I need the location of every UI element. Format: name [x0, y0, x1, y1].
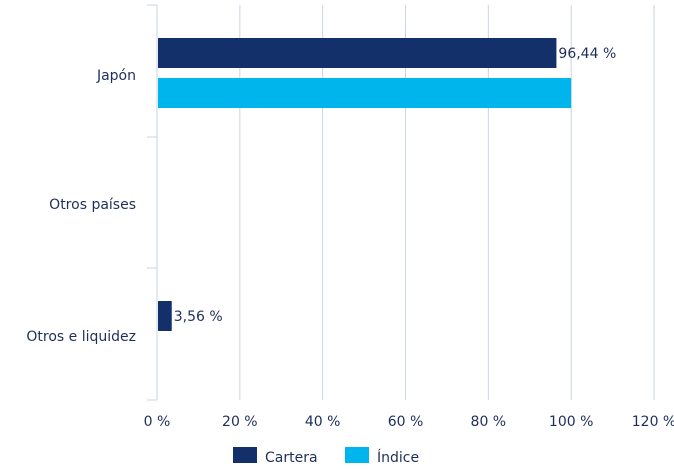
legend-swatch-indice	[345, 447, 369, 463]
bars	[158, 38, 572, 331]
bar-cartera-0	[158, 38, 557, 68]
legend-label-cartera: Cartera	[265, 450, 318, 466]
x-tick-label: 80 %	[471, 414, 507, 430]
x-tick-label: 40 %	[305, 414, 341, 430]
data-labels: 96,44 % 3,56 %	[174, 46, 617, 325]
legend-label-indice: Índice	[377, 449, 419, 466]
category-axis	[147, 4, 158, 401]
gridlines	[239, 5, 655, 400]
data-label: 96,44 %	[558, 46, 616, 62]
data-label: 3,56 %	[174, 309, 223, 325]
x-tick-label: 0 %	[144, 414, 171, 430]
x-tick-label: 100 %	[549, 414, 593, 430]
bar-índice-0	[158, 78, 572, 108]
category-label: Otros e liquidez	[26, 329, 136, 345]
category-labels: Japón Otros países Otros e liquidez	[26, 68, 136, 345]
legend-swatch-cartera	[233, 447, 257, 463]
x-tick-label: 60 %	[388, 414, 424, 430]
category-label: Japón	[96, 68, 136, 84]
x-tick-labels: 0 % 20 % 40 % 60 % 80 % 100 % 120 %	[144, 414, 674, 430]
x-tick-label: 20 %	[222, 414, 258, 430]
legend: Cartera Índice	[233, 447, 419, 466]
bar-cartera-2	[158, 301, 172, 331]
x-tick-label: 120 %	[632, 414, 674, 430]
category-label: Otros países	[49, 197, 136, 213]
